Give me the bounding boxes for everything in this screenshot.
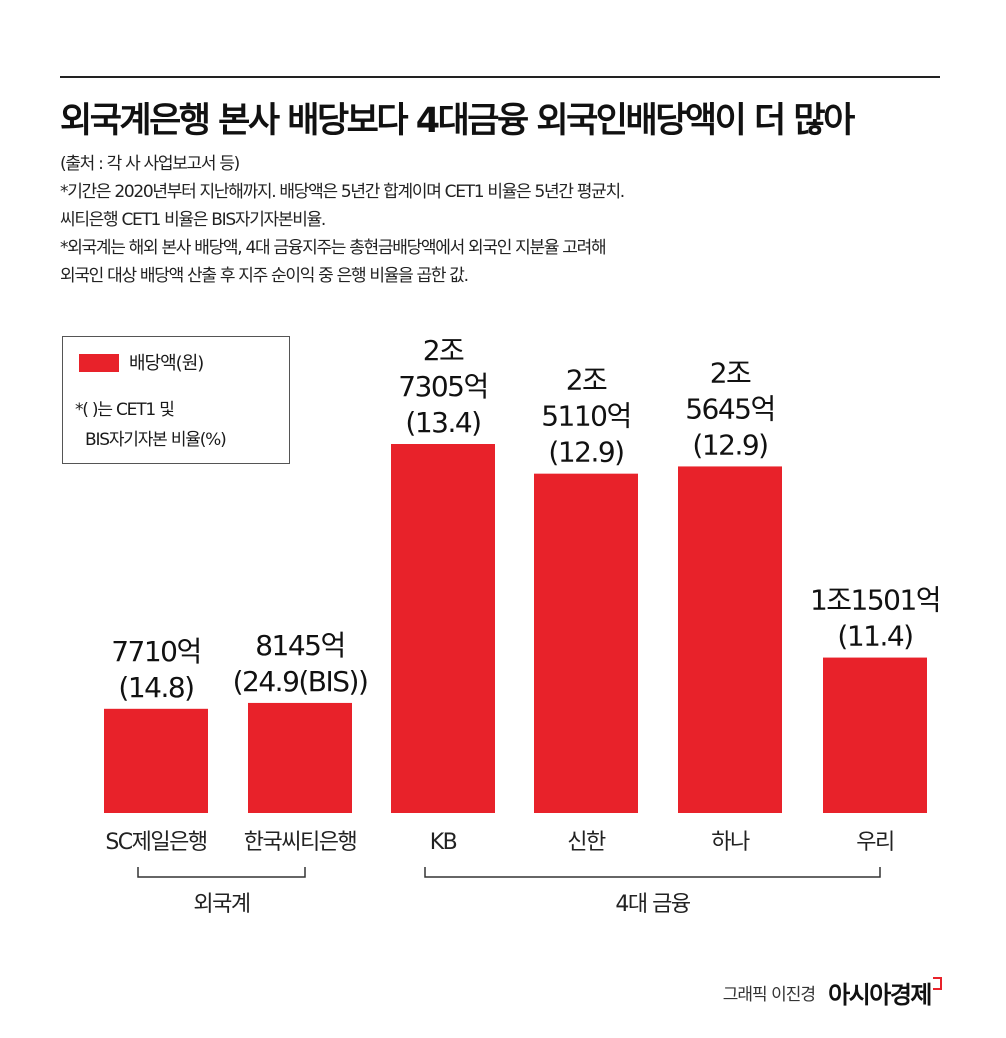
data-label: 2조: [566, 364, 607, 397]
top-rule: [60, 76, 940, 78]
legend-series-label: 배당액(원): [129, 353, 204, 374]
brand-mark-icon: [933, 977, 942, 990]
data-label: 8145억: [255, 629, 345, 662]
footnote: *외국계는 해외 본사 배당액, 4대 금융지주는 총현금배당액에서 외국인 지…: [60, 238, 607, 258]
category-label: 신한: [567, 830, 606, 855]
group-bracket: [424, 867, 881, 878]
footnote: 씨티은행 CET1 비율은 BIS자기자본비율.: [60, 210, 326, 230]
legend-swatch: [79, 354, 119, 372]
data-label: 2조: [710, 356, 751, 389]
data-label: (14.8): [118, 671, 193, 704]
data-label: (12.9): [692, 428, 767, 461]
source-notes: (출처 : 각 사 사업보고서 등) *기간은 2020년부터 지난해까지. 배…: [60, 150, 960, 290]
data-label: (24.9(BIS)): [233, 665, 368, 698]
data-label: 1조1501억: [810, 584, 940, 617]
data-label: 7710억: [111, 635, 201, 668]
bar: [823, 657, 927, 813]
data-label: 5110억: [541, 400, 631, 433]
footnote: *기간은 2020년부터 지난해까지. 배당액은 5년간 합계이며 CET1 비…: [60, 182, 625, 202]
legend: 배당액(원) *( )는 CET1 및 BIS자기자본 비율(%): [62, 336, 290, 464]
bar: [391, 444, 495, 813]
credit: 그래픽 이진경 아시아경제: [723, 975, 942, 1010]
category-label: 우리: [856, 830, 893, 855]
graphic-credit: 그래픽 이진경: [722, 985, 816, 1005]
footnote: 외국인 대상 배당액 산출 후 지주 순이익 중 은행 비율을 곱한 값.: [60, 266, 469, 286]
bar: [678, 466, 782, 813]
data-label: 5645억: [685, 392, 775, 425]
data-label: (12.9): [548, 436, 623, 469]
bar: [248, 702, 352, 813]
category-label: 하나: [711, 830, 750, 855]
legend-note: *( )는 CET1 및: [75, 400, 175, 420]
brand-logo: 아시아경제: [828, 981, 932, 1009]
data-label: 7305억: [398, 370, 488, 403]
data-label: (11.4): [837, 620, 912, 653]
source-note: (출처 : 각 사 사업보고서 등): [60, 154, 240, 174]
category-label: SC제일은행: [105, 830, 206, 855]
group-label: 4대 금융: [615, 892, 690, 917]
category-label: KB: [430, 830, 457, 855]
group-bracket: [137, 867, 306, 878]
data-label: (13.4): [405, 406, 480, 439]
legend-note: BIS자기자본 비율(%): [85, 430, 227, 450]
bar: [534, 473, 638, 813]
group-label: 외국계: [193, 892, 249, 917]
category-label: 한국씨티은행: [244, 830, 356, 855]
chart-title: 외국계은행 본사 배당보다 4대금융 외국인배당액이 더 많아: [60, 101, 855, 141]
bar: [104, 708, 208, 813]
data-label: 2조: [423, 334, 464, 367]
